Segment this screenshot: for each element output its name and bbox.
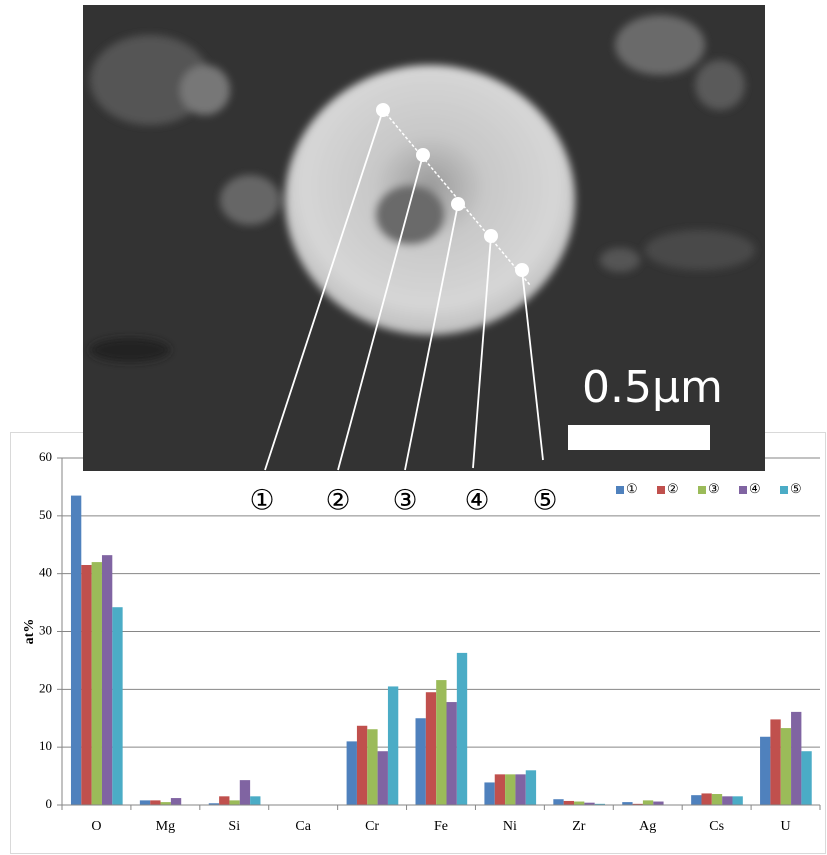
legend-swatch <box>616 486 624 494</box>
bar <box>701 793 711 805</box>
legend-swatch <box>739 486 747 494</box>
x-tick-label: Ag <box>639 819 656 834</box>
point-label: ④ <box>464 485 489 516</box>
x-tick-label: Ni <box>503 819 517 834</box>
x-tick-label: O <box>91 819 101 834</box>
bar <box>112 607 122 805</box>
bar <box>416 718 426 805</box>
bar <box>447 702 457 805</box>
point-label: ① <box>249 485 274 516</box>
x-tick-label: Zr <box>572 819 586 834</box>
legend-swatch <box>780 486 788 494</box>
legend-label: ③ <box>708 481 720 496</box>
y-tick-label: 0 <box>46 796 53 811</box>
legend-label: ① <box>626 481 638 496</box>
legend-swatch <box>657 486 665 494</box>
y-tick-label: 20 <box>39 680 52 695</box>
bar <box>505 774 515 805</box>
bar <box>81 565 91 805</box>
sem-image: 0.5μm <box>83 5 765 471</box>
legend-label: ② <box>667 481 679 496</box>
point-label: ② <box>325 485 350 516</box>
x-tick-label: Fe <box>434 819 448 834</box>
legend-swatch <box>698 486 706 494</box>
bar <box>732 796 742 805</box>
x-tick-label: Mg <box>156 819 175 834</box>
bar <box>760 737 770 805</box>
bar <box>71 496 81 805</box>
x-tick-label: Cr <box>365 819 379 834</box>
x-tick-label: U <box>780 819 790 834</box>
bar <box>791 712 801 805</box>
bar <box>150 800 160 805</box>
bar <box>801 751 811 805</box>
bar <box>526 770 536 805</box>
bar <box>574 802 584 805</box>
bar <box>92 562 102 805</box>
x-tick-label: Si <box>228 819 240 834</box>
bar <box>457 653 467 805</box>
bar <box>229 800 239 805</box>
y-tick-label: 50 <box>39 507 52 522</box>
x-tick-label: Ca <box>295 819 311 834</box>
bar <box>388 686 398 805</box>
bar <box>484 782 494 805</box>
bar <box>171 798 181 805</box>
y-tick-label: 10 <box>39 738 52 753</box>
legend-label: ④ <box>749 481 761 496</box>
bar <box>357 726 367 805</box>
bar <box>722 796 732 805</box>
bar <box>643 800 653 805</box>
scale-label: 0.5μm <box>582 362 723 413</box>
bar <box>436 680 446 805</box>
legend-label: ⑤ <box>790 481 802 496</box>
y-tick-label: 60 <box>39 449 52 464</box>
bar <box>250 796 260 805</box>
bar <box>691 795 701 805</box>
bar <box>515 774 525 805</box>
bar <box>712 794 722 805</box>
y-axis-label: at% <box>22 619 37 645</box>
point-label: ⑤ <box>532 485 557 516</box>
bar <box>367 729 377 805</box>
bar <box>347 741 357 805</box>
bar <box>140 800 150 805</box>
bar <box>378 751 388 805</box>
bar <box>770 719 780 805</box>
bar <box>495 774 505 805</box>
bar <box>102 555 112 805</box>
bar <box>564 801 574 805</box>
bar <box>240 780 250 805</box>
x-tick-label: Cs <box>709 819 724 834</box>
point-label: ③ <box>392 485 417 516</box>
bar <box>426 692 436 805</box>
bar <box>553 799 563 805</box>
bar <box>219 796 229 805</box>
y-tick-label: 40 <box>39 565 52 580</box>
scale-bar <box>568 425 710 450</box>
bar <box>653 802 663 805</box>
figure: 0 10 20 30 40 50 60 at% O Mg Si Ca Cr Fe Ni Zr Ag Cs U ① ② ③ ④… <box>0 0 827 855</box>
y-tick-label: 30 <box>39 622 52 637</box>
bar <box>781 728 791 805</box>
